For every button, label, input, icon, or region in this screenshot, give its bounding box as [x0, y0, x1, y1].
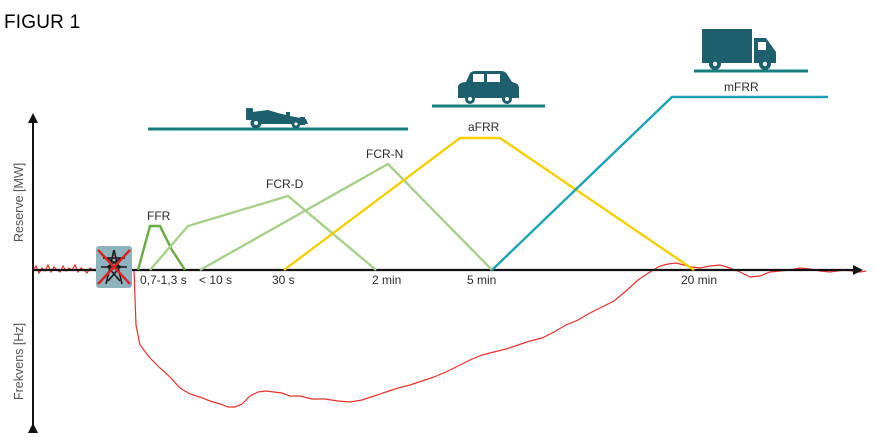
time-label: 0,7-1,3 s: [140, 273, 187, 287]
crossed-out-power-pylon-icon: [96, 246, 132, 288]
mfrr-profile: [491, 95, 828, 271]
figure-title: FIGUR 1: [4, 12, 81, 33]
ffr-profile: [136, 224, 187, 271]
time-label: < 10 s: [199, 273, 232, 287]
car-icon: [458, 71, 519, 104]
afrr-label: aFRR: [468, 120, 500, 134]
time-label: 20 min: [681, 273, 717, 287]
time-label: 2 min: [372, 273, 401, 287]
ffr-label: FFR: [147, 209, 171, 223]
fcr-d-profile: [149, 194, 377, 271]
reserve-axis-label: Reserve [MW]: [12, 163, 26, 242]
fcr-n-label: FCR-N: [366, 147, 403, 161]
time-label: 5 min: [467, 273, 496, 287]
fcr-d-label: FCR-D: [266, 177, 304, 191]
time-label: 30 s: [272, 273, 295, 287]
race-car-icon: [246, 108, 308, 129]
afrr-profile: [283, 136, 695, 271]
truck-icon: [702, 29, 776, 70]
fcr-n-profile: [199, 162, 493, 272]
mfrr-label: mFRR: [724, 80, 759, 94]
frequency-axis-label: Frekvens [Hz]: [12, 323, 26, 400]
